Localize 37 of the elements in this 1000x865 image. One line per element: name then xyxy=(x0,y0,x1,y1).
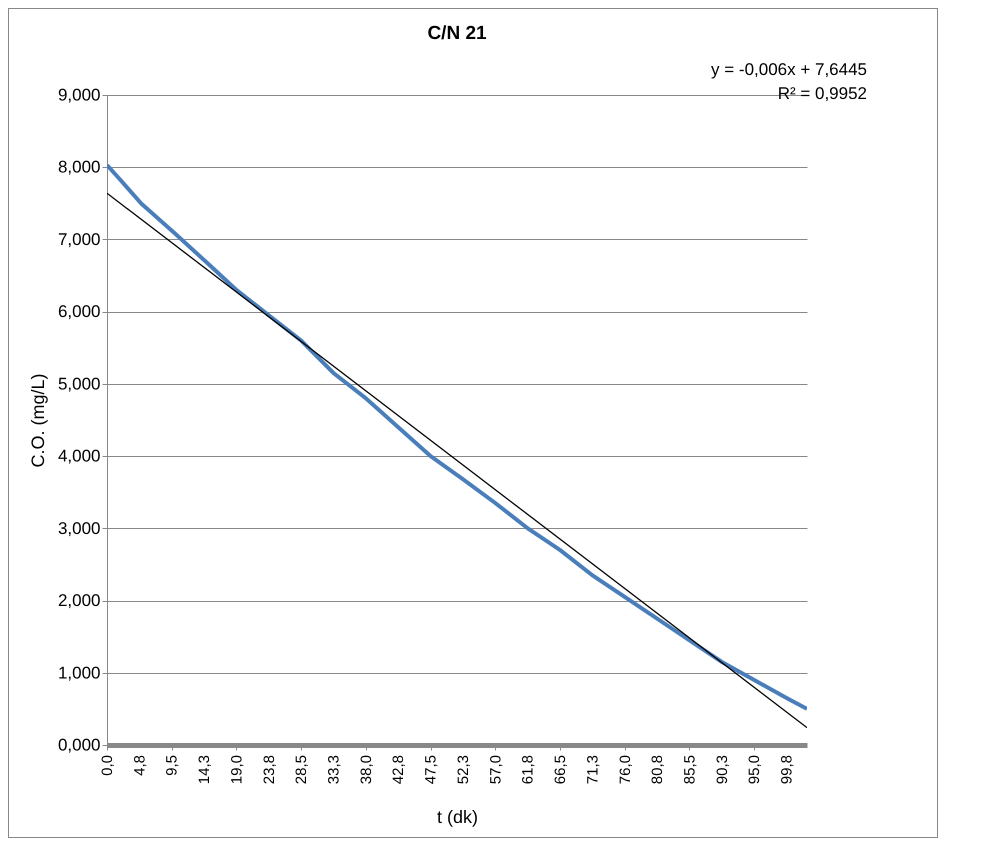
x-tick-label: 19,0 xyxy=(228,755,246,784)
x-tick-label: 0,0 xyxy=(99,755,116,776)
x-tick-label: 23,8 xyxy=(260,755,278,784)
x-axis-title: t (dk) xyxy=(436,807,478,827)
x-tick-label: 33,3 xyxy=(326,755,343,784)
y-tick-label: 9,000 xyxy=(58,86,100,104)
y-tick-label: 6,000 xyxy=(58,302,100,322)
y-tick-label: 1,000 xyxy=(58,663,100,682)
x-tick-label: 76,0 xyxy=(616,755,634,784)
x-tick-label: 47,5 xyxy=(422,755,440,784)
x-tick-label: 4,8 xyxy=(131,755,148,776)
x-tick-label: 9,5 xyxy=(164,755,181,776)
x-tick-label: 57,0 xyxy=(487,755,504,784)
y-axis-title: C.O. (mg/L) xyxy=(28,373,48,468)
x-tick-label: 99,8 xyxy=(778,755,796,784)
text: y = -0,006x + 7,6445 xyxy=(711,60,867,79)
x-tick-label: 66,5 xyxy=(552,755,570,784)
annotation: R² = 0,9952 xyxy=(778,84,867,103)
y-tick-label: 4,000 xyxy=(58,446,100,466)
chart-title: C/N 21 xyxy=(427,23,487,44)
y-tick-label: 0,000 xyxy=(58,736,100,754)
x-tick-label: 80,8 xyxy=(649,755,666,784)
x-tick-label: 71,3 xyxy=(584,755,602,784)
x-tick-label: 90,3 xyxy=(714,755,731,784)
x-tick-label: 95,0 xyxy=(746,755,764,784)
y-tick-label: 7,000 xyxy=(58,230,100,249)
x-tick-label: 52,3 xyxy=(454,755,472,784)
y-tick-label: 8,000 xyxy=(58,158,100,177)
y-tick-label: 3,000 xyxy=(58,518,100,538)
x-tick-label: 38,0 xyxy=(358,755,375,784)
y-tick-label: 5,000 xyxy=(58,374,100,394)
x-tick-label: 42,8 xyxy=(390,755,408,784)
y-tick-label: 2,000 xyxy=(58,591,100,610)
x-tick-label: 14,3 xyxy=(196,755,214,784)
x-tick-label: 61,8 xyxy=(520,755,537,784)
x-tick-label: 85,5 xyxy=(681,755,698,784)
x-tick-label: 28,5 xyxy=(293,755,310,784)
